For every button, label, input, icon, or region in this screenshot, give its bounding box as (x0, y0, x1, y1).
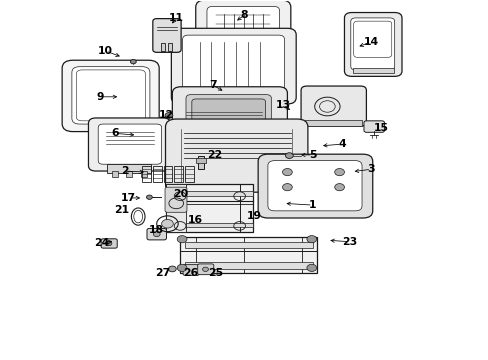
FancyBboxPatch shape (183, 265, 199, 275)
Text: 4: 4 (338, 139, 345, 149)
Text: 19: 19 (246, 211, 261, 221)
Circle shape (146, 195, 152, 199)
Circle shape (334, 184, 344, 191)
FancyBboxPatch shape (191, 99, 265, 139)
Text: 27: 27 (155, 268, 170, 278)
Bar (184, 166, 193, 182)
Bar (166, 184, 253, 232)
FancyBboxPatch shape (197, 264, 213, 275)
Bar (184, 242, 312, 248)
FancyBboxPatch shape (301, 86, 366, 126)
FancyBboxPatch shape (172, 87, 287, 155)
Bar (167, 43, 172, 51)
Text: 11: 11 (168, 13, 183, 23)
Circle shape (177, 235, 186, 243)
Text: 24: 24 (94, 238, 109, 248)
FancyBboxPatch shape (363, 121, 384, 132)
Text: 22: 22 (207, 150, 223, 160)
Circle shape (285, 153, 293, 158)
Text: 1: 1 (308, 200, 316, 210)
Text: 12: 12 (159, 110, 174, 120)
Circle shape (306, 235, 316, 243)
Bar (180, 237, 316, 273)
FancyBboxPatch shape (147, 228, 166, 240)
Circle shape (202, 267, 208, 271)
FancyBboxPatch shape (153, 19, 181, 52)
Circle shape (282, 184, 292, 191)
Circle shape (130, 59, 136, 64)
Circle shape (106, 241, 112, 246)
FancyBboxPatch shape (88, 118, 170, 171)
Circle shape (177, 264, 186, 271)
Circle shape (161, 220, 173, 228)
Bar (142, 166, 151, 182)
Bar (166, 192, 253, 196)
Bar (174, 166, 183, 182)
Text: 25: 25 (207, 268, 223, 278)
Bar (107, 164, 151, 173)
FancyBboxPatch shape (258, 154, 372, 218)
FancyBboxPatch shape (98, 124, 161, 164)
Circle shape (153, 231, 160, 237)
FancyBboxPatch shape (206, 6, 279, 47)
FancyBboxPatch shape (182, 35, 284, 97)
Bar (195, 158, 206, 163)
Text: 10: 10 (98, 46, 113, 56)
Circle shape (168, 266, 176, 272)
Circle shape (282, 168, 292, 176)
Text: 16: 16 (188, 215, 203, 225)
Bar (153, 166, 161, 182)
Bar (160, 43, 164, 51)
Text: 17: 17 (121, 193, 136, 203)
FancyBboxPatch shape (344, 13, 401, 76)
Bar (352, 68, 393, 73)
Bar (184, 262, 312, 269)
Circle shape (306, 264, 316, 271)
Text: 20: 20 (173, 189, 188, 199)
FancyBboxPatch shape (164, 187, 186, 212)
Text: 21: 21 (114, 206, 129, 216)
FancyBboxPatch shape (185, 95, 271, 144)
Text: 2: 2 (121, 166, 128, 176)
Text: 7: 7 (208, 80, 216, 90)
Bar (163, 166, 172, 182)
Text: 6: 6 (111, 129, 119, 138)
FancyBboxPatch shape (101, 239, 117, 248)
Circle shape (334, 168, 344, 176)
Text: 26: 26 (183, 268, 198, 278)
Bar (126, 171, 132, 177)
Text: 14: 14 (363, 37, 378, 47)
FancyBboxPatch shape (62, 60, 159, 132)
Bar (166, 184, 185, 232)
Text: 5: 5 (308, 150, 316, 160)
Text: 3: 3 (366, 164, 374, 174)
Bar (112, 171, 118, 177)
Circle shape (164, 113, 172, 118)
FancyBboxPatch shape (72, 67, 150, 124)
Bar (198, 156, 203, 169)
Text: 18: 18 (149, 225, 164, 235)
Text: 23: 23 (341, 237, 356, 247)
FancyBboxPatch shape (171, 28, 296, 104)
Text: 8: 8 (240, 10, 248, 20)
Text: 15: 15 (373, 123, 388, 133)
Bar (141, 171, 147, 177)
FancyBboxPatch shape (165, 119, 307, 192)
Bar (166, 223, 253, 227)
FancyBboxPatch shape (350, 18, 394, 70)
Bar (305, 120, 361, 126)
FancyBboxPatch shape (195, 0, 290, 55)
FancyBboxPatch shape (267, 161, 361, 211)
Text: 13: 13 (275, 100, 290, 110)
Text: 9: 9 (97, 92, 104, 102)
